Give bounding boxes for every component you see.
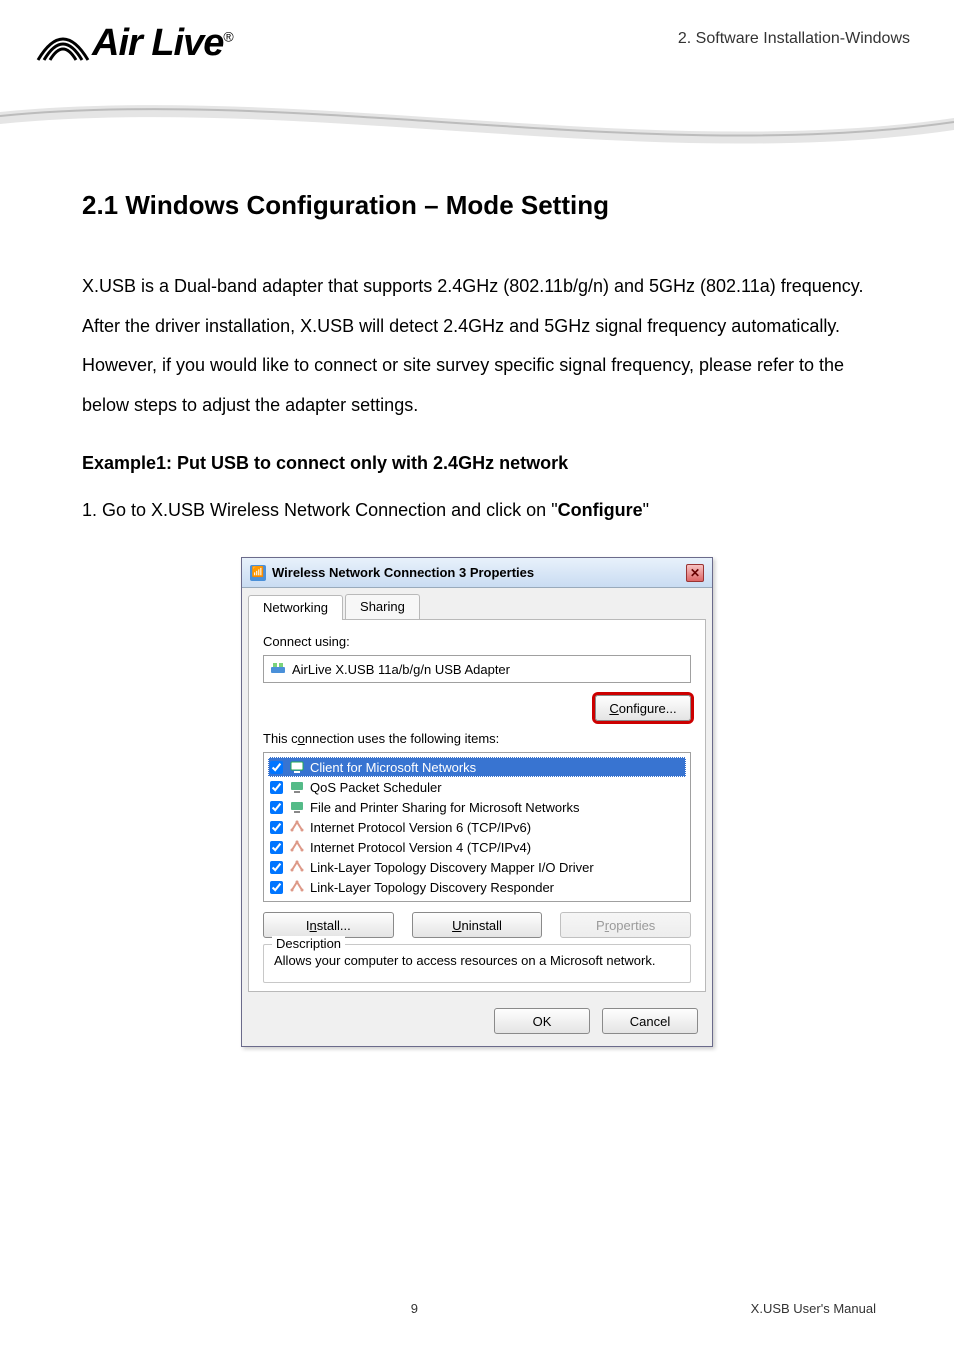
adapter-name: AirLive X.USB 11a/b/g/n USB Adapter [292,662,510,677]
uninstall-button[interactable]: Uninstall [412,912,543,938]
protocol-icon [289,859,305,875]
dialog-title: Wireless Network Connection 3 Properties [272,565,534,580]
protocol-icon [289,839,305,855]
header-chapter-label: 2. Software Installation-Windows [678,30,910,48]
list-item[interactable]: Link-Layer Topology Discovery Responder [268,877,686,897]
install-button[interactable]: Install... [263,912,394,938]
client-icon [289,759,305,775]
connect-using-label: Connect using: [263,634,691,649]
tab-networking[interactable]: Networking [248,595,343,620]
step1-pre: 1. Go to X.USB Wireless Network Connecti… [82,500,558,520]
item-label: Link-Layer Topology Discovery Mapper I/O… [310,860,594,875]
adapter-box[interactable]: AirLive X.USB 11a/b/g/n USB Adapter [263,655,691,683]
item-label: QoS Packet Scheduler [310,780,442,795]
tab-strip: Networking Sharing [242,588,712,619]
configure-button[interactable]: Configure... [595,695,691,721]
step-1: 1. Go to X.USB Wireless Network Connecti… [82,500,872,521]
item-label: Internet Protocol Version 4 (TCP/IPv4) [310,840,531,855]
example-title: Example1: Put USB to connect only with 2… [82,453,872,474]
item-label: Internet Protocol Version 6 (TCP/IPv6) [310,820,531,835]
item-checkbox[interactable] [270,821,283,834]
section-paragraph: X.USB is a Dual-band adapter that suppor… [82,267,872,425]
list-item[interactable]: Link-Layer Topology Discovery Mapper I/O… [268,857,686,877]
list-item[interactable]: Internet Protocol Version 6 (TCP/IPv6) [268,817,686,837]
protocol-icon [289,819,305,835]
step1-bold: Configure [558,500,643,520]
dialog-wrap: 📶 Wireless Network Connection 3 Properti… [82,557,872,1047]
item-label: Link-Layer Topology Discovery Responder [310,880,554,895]
dialog-footer: OK Cancel [242,998,712,1046]
description-group: Description Allows your computer to acce… [263,944,691,983]
list-item[interactable]: Client for Microsoft Networks [268,757,686,777]
item-checkbox[interactable] [270,841,283,854]
close-icon[interactable]: ✕ [686,564,704,582]
tab-body: Connect using: AirLive X.USB 11a/b/g/n U… [248,619,706,992]
protocol-icon [289,879,305,895]
header-swoosh [0,92,954,162]
list-item[interactable]: QoS Packet Scheduler [268,777,686,797]
properties-button: Properties [560,912,691,938]
network-icon: 📶 [250,565,266,581]
page-number: 9 [411,1301,418,1316]
list-item[interactable]: Internet Protocol Version 4 (TCP/IPv4) [268,837,686,857]
section-title: 2.1 Windows Configuration – Mode Setting [82,190,872,221]
item-buttons: Install... Uninstall Properties [263,912,691,938]
items-label: This connection uses the following items… [263,731,691,746]
page-header: Air Live® 2. Software Installation-Windo… [0,0,954,150]
tab-sharing[interactable]: Sharing [345,594,420,619]
cancel-button[interactable]: Cancel [602,1008,698,1034]
qos-icon [289,779,305,795]
item-label: File and Printer Sharing for Microsoft N… [310,800,579,815]
item-checkbox[interactable] [270,861,283,874]
adapter-icon [270,661,286,677]
step1-post: " [643,500,649,520]
description-label: Description [272,936,345,951]
page-content: 2.1 Windows Configuration – Mode Setting… [0,150,954,1047]
item-checkbox[interactable] [270,781,283,794]
list-item[interactable]: File and Printer Sharing for Microsoft N… [268,797,686,817]
item-label: Client for Microsoft Networks [310,760,476,775]
description-text: Allows your computer to access resources… [274,953,680,968]
logo-text: Air Live® [92,22,233,65]
page-footer: 9 X.USB User's Manual [0,1301,954,1316]
dialog-titlebar[interactable]: 📶 Wireless Network Connection 3 Properti… [242,558,712,588]
item-checkbox[interactable] [270,881,283,894]
fileshare-icon [289,799,305,815]
items-list[interactable]: Client for Microsoft Networks QoS Packet… [263,752,691,902]
properties-dialog: 📶 Wireless Network Connection 3 Properti… [241,557,713,1047]
item-checkbox[interactable] [270,761,283,774]
item-checkbox[interactable] [270,801,283,814]
logo-arcs-icon [38,28,88,60]
ok-button[interactable]: OK [494,1008,590,1034]
manual-name: X.USB User's Manual [751,1301,876,1316]
